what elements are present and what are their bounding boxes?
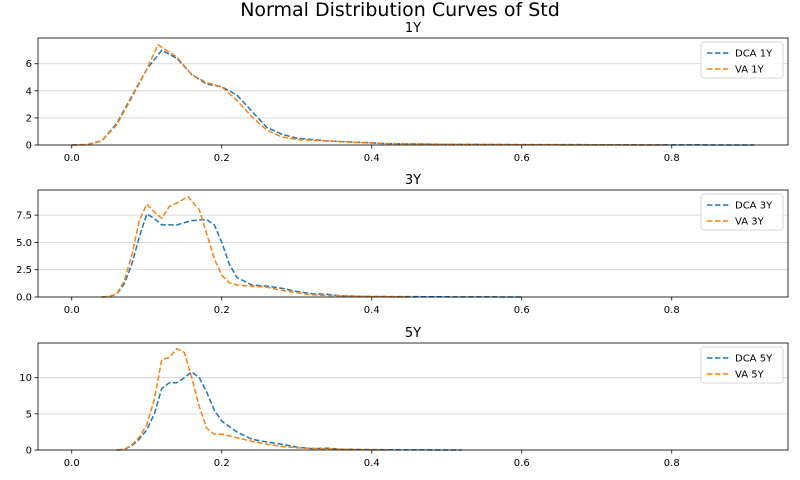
x-tick-label: 0.8: [664, 305, 680, 316]
axes-frame: [37, 189, 789, 298]
legend-label: VA 1Y: [735, 65, 765, 76]
panel-title: 1Y: [405, 21, 421, 36]
x-tick-label: 0.2: [214, 305, 230, 316]
x-tick-label: 0.0: [64, 305, 80, 316]
panels: 1Y 0 2 4 6 0.0 0.2 0.4 0.6 0.8 DCA 1Y VA 1Y 3Y 0.0 2.5…: [16, 21, 789, 469]
series-line-DCA-5Y: [116, 371, 462, 451]
series-line-DCA-3Y: [101, 213, 522, 298]
series-line-VA-5Y: [116, 348, 387, 451]
panel-3Y: 3Y 0.0 2.5 5.0 7.5 0.0 0.2 0.4 0.6 0.8 DCA 3Y VA 3Y: [16, 173, 789, 316]
panel-title: 5Y: [405, 326, 421, 341]
x-tick-label: 0.2: [214, 153, 230, 164]
x-tick-label: 0.6: [514, 458, 530, 469]
panel-1Y: 1Y 0 2 4 6 0.0 0.2 0.4 0.6 0.8 DCA 1Y VA 1Y: [26, 21, 789, 164]
y-tick-label: 2.5: [16, 265, 32, 276]
series-line-DCA-1Y: [71, 49, 755, 146]
legend-label: VA 5Y: [735, 370, 765, 381]
series-line-VA-1Y: [71, 44, 665, 146]
legend: DCA 1Y VA 1Y: [700, 41, 784, 79]
legend: DCA 5Y VA 5Y: [700, 346, 784, 384]
legend-label: DCA 5Y: [735, 354, 773, 365]
y-tick-label: 5: [26, 409, 32, 420]
axes-frame: [37, 342, 789, 451]
y-tick-label: 2: [26, 113, 32, 124]
legend-box: [700, 41, 784, 79]
x-tick-label: 0.4: [364, 305, 380, 316]
x-tick-label: 0.6: [514, 305, 530, 316]
legend-box: [700, 193, 784, 231]
x-tick-label: 0.8: [664, 153, 680, 164]
axes-frame: [37, 37, 789, 146]
y-tick-label: 0: [26, 141, 32, 152]
y-tick-label: 5.0: [16, 238, 32, 249]
x-tick-label: 0.4: [364, 458, 380, 469]
x-tick-label: 0.6: [514, 153, 530, 164]
x-tick-label: 0.4: [364, 153, 380, 164]
x-tick-label: 0.2: [214, 458, 230, 469]
y-tick-label: 0: [26, 446, 32, 457]
y-tick-label: 4: [26, 86, 32, 97]
y-tick-label: 10: [19, 373, 32, 384]
legend-label: VA 3Y: [735, 217, 765, 228]
legend-box: [700, 346, 784, 384]
panel-title: 3Y: [405, 173, 421, 188]
series-line-VA-3Y: [101, 195, 410, 298]
y-tick-label: 7.5: [16, 211, 32, 222]
figure-title: Normal Distribution Curves of Std: [240, 0, 560, 21]
x-tick-label: 0.8: [664, 458, 680, 469]
panel-5Y: 5Y 0 5 10 0.0 0.2 0.4 0.6 0.8 DCA 5Y VA 5Y: [19, 326, 789, 469]
y-tick-label: 6: [26, 59, 32, 70]
x-tick-label: 0.0: [64, 153, 80, 164]
y-tick-label: 0.0: [16, 293, 32, 304]
legend-label: DCA 3Y: [735, 201, 773, 212]
legend-label: DCA 1Y: [735, 49, 773, 60]
legend: DCA 3Y VA 3Y: [700, 193, 784, 231]
x-tick-label: 0.0: [64, 458, 80, 469]
